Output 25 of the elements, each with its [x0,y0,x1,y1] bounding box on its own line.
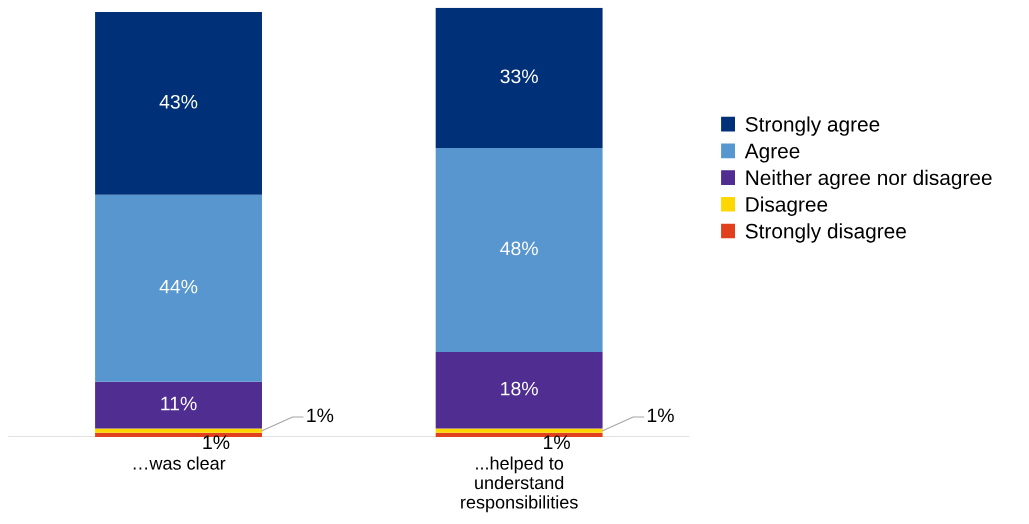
data-label: 18% [501,381,538,396]
data-label: 33% [500,69,538,84]
data-label: 44% [159,279,198,294]
x-tick-label: ...helped to understand responsibilities [461,456,578,513]
bar [435,352,603,429]
legend-label: Neither agree nor disagree [746,169,992,190]
data-label: 11% [161,396,197,411]
data-label: 1% [307,408,334,423]
bar [95,381,262,429]
data-label: 1% [647,408,674,423]
bar [95,12,262,195]
bar [435,7,603,149]
data-label: 48% [500,241,538,256]
legend-label: Disagree [746,196,828,216]
x-tick-label: …was clear [133,456,226,470]
data-label: 1% [544,435,570,450]
data-label: 1% [203,435,230,450]
bar [435,148,603,353]
bar [435,428,603,433]
bar [95,194,262,382]
legend-label: Strongly disagree [745,223,906,243]
data-label: 43% [159,94,198,109]
legend-label: Agree [744,143,800,163]
legend-label: Strongly agree [745,116,880,136]
bar [95,428,262,433]
